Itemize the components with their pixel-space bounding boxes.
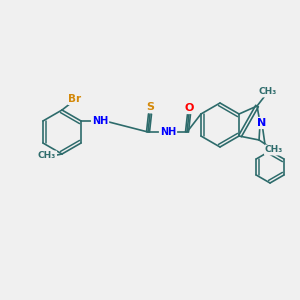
Text: NH: NH (160, 127, 176, 137)
Text: S: S (146, 102, 154, 112)
Text: CH₃: CH₃ (259, 88, 277, 97)
Text: NH: NH (92, 116, 108, 126)
Text: N: N (257, 118, 267, 128)
Text: CH₃: CH₃ (265, 146, 283, 154)
Text: O: O (184, 103, 194, 113)
Text: Br: Br (68, 94, 82, 104)
Text: CH₃: CH₃ (38, 152, 56, 160)
